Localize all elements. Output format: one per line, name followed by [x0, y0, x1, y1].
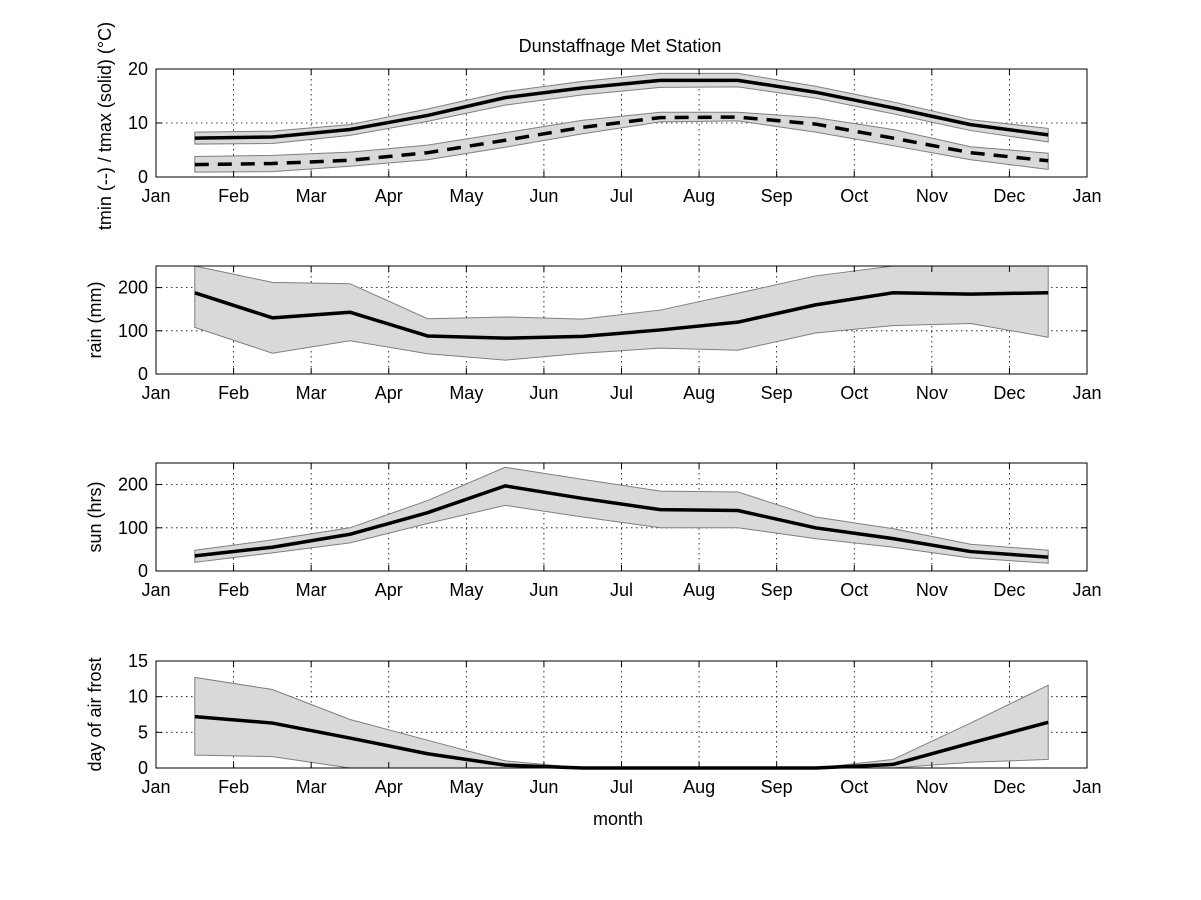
x-tick-label: Jan	[141, 186, 170, 206]
x-tick-label: Aug	[683, 383, 715, 403]
x-tick-label: Mar	[296, 580, 327, 600]
y-tick-label: 10	[128, 687, 148, 707]
x-tick-label: Apr	[375, 383, 403, 403]
series-1-line	[194, 291, 1049, 340]
x-tick-label: Jun	[529, 186, 558, 206]
x-tick-label: May	[449, 580, 483, 600]
series-1-band	[194, 466, 1049, 564]
x-tick-label: Sep	[761, 777, 793, 797]
y-tick-label: 20	[128, 59, 148, 79]
y-tick-label: 0	[138, 167, 148, 187]
x-tick-label: Dec	[993, 777, 1025, 797]
y-axis-label: sun (hrs)	[85, 481, 105, 552]
chart-panels: Jan Feb Mar Apr May Jun Jul Aug Sep Oct Nov Dec Jan0…	[85, 22, 1102, 797]
panel-4: Jan Feb Mar Apr May Jun Jul Aug Sep Oct Nov Dec Jan0…	[85, 651, 1102, 797]
x-tick-label: Jan	[1072, 383, 1101, 403]
x-tick-label: Jun	[529, 383, 558, 403]
series-1-line	[194, 484, 1049, 559]
series-1-line	[194, 78, 1049, 140]
x-tick-label: Nov	[916, 186, 948, 206]
x-tick-label: Nov	[916, 580, 948, 600]
x-tick-label: Jan	[141, 777, 170, 797]
panel-3: Jan Feb Mar Apr May Jun Jul Aug Sep Oct Nov Dec Jan0…	[85, 462, 1102, 600]
x-tick-label: May	[449, 777, 483, 797]
x-tick-label: May	[449, 383, 483, 403]
x-tick-label: Dec	[993, 186, 1025, 206]
x-tick-label: Oct	[840, 580, 868, 600]
y-tick-label: 100	[118, 321, 148, 341]
series-1-band	[194, 265, 1049, 361]
y-tick-label: 15	[128, 651, 148, 671]
x-tick-label: Jul	[610, 580, 633, 600]
x-tick-label: Aug	[683, 186, 715, 206]
y-tick-label: 0	[138, 758, 148, 778]
x-tick-label: Jun	[529, 777, 558, 797]
x-tick-label: Mar	[296, 383, 327, 403]
x-axis-label: month	[593, 809, 643, 829]
x-tick-label: Aug	[683, 777, 715, 797]
x-tick-label: Nov	[916, 383, 948, 403]
x-tick-label: Aug	[683, 580, 715, 600]
x-tick-label: Feb	[218, 580, 249, 600]
x-tick-label: Feb	[218, 383, 249, 403]
x-tick-label: Apr	[375, 186, 403, 206]
y-axis-label: day of air frost	[85, 657, 105, 771]
x-tick-label: Nov	[916, 777, 948, 797]
x-tick-label: Oct	[840, 383, 868, 403]
x-tick-label: Sep	[761, 186, 793, 206]
x-tick-label: Feb	[218, 777, 249, 797]
x-tick-label: Apr	[375, 777, 403, 797]
figure-title: Dunstaffnage Met Station	[519, 36, 722, 56]
x-tick-label: Jan	[141, 580, 170, 600]
x-tick-label: Jul	[610, 777, 633, 797]
x-tick-label: Mar	[296, 777, 327, 797]
y-tick-label: 0	[138, 364, 148, 384]
x-tick-label: Dec	[993, 580, 1025, 600]
y-tick-label: 5	[138, 722, 148, 742]
panel-2: Jan Feb Mar Apr May Jun Jul Aug Sep Oct Nov Dec Jan0…	[85, 265, 1102, 403]
x-tick-label: Apr	[375, 580, 403, 600]
y-tick-label: 200	[118, 475, 148, 495]
x-tick-label: Jan	[1072, 186, 1101, 206]
panel-1: Jan Feb Mar Apr May Jun Jul Aug Sep Oct Nov Dec Jan0…	[95, 22, 1102, 230]
x-tick-label: May	[449, 186, 483, 206]
x-tick-label: Dec	[993, 383, 1025, 403]
x-tick-label: Jan	[1072, 580, 1101, 600]
x-tick-label: Jan	[1072, 777, 1101, 797]
x-tick-label: Jan	[141, 383, 170, 403]
x-tick-label: Oct	[840, 777, 868, 797]
x-tick-label: Jul	[610, 186, 633, 206]
x-tick-label: Oct	[840, 186, 868, 206]
x-tick-label: Sep	[761, 580, 793, 600]
y-axis-label: tmin (--) / tmax (solid) (°C)	[95, 22, 115, 230]
y-tick-label: 0	[138, 561, 148, 581]
x-tick-label: Jul	[610, 383, 633, 403]
y-tick-label: 100	[118, 518, 148, 538]
y-axis-label: rain (mm)	[85, 282, 105, 359]
series-1-band	[194, 72, 1049, 145]
y-tick-label: 10	[128, 113, 148, 133]
series-2-line	[194, 115, 1049, 167]
x-tick-label: Sep	[761, 383, 793, 403]
series-2-band	[194, 111, 1049, 173]
y-tick-label: 200	[118, 278, 148, 298]
x-tick-label: Feb	[218, 186, 249, 206]
x-tick-label: Jun	[529, 580, 558, 600]
x-tick-label: Mar	[296, 186, 327, 206]
